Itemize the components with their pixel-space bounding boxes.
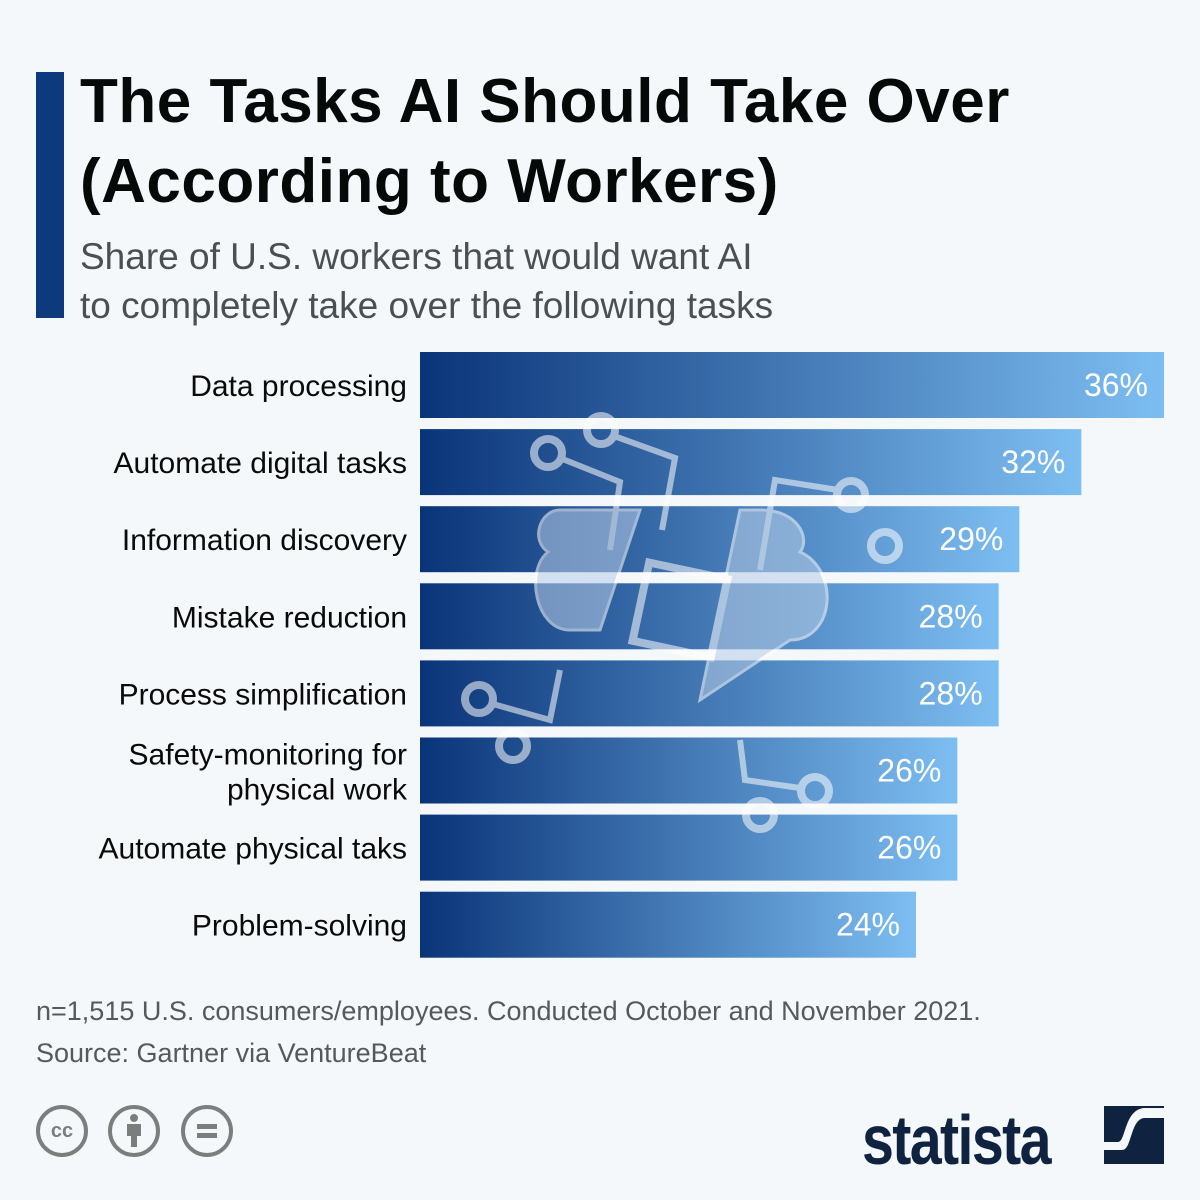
value-label: 32% bbox=[1001, 444, 1065, 480]
category-label: Safety-monitoring for bbox=[129, 739, 407, 772]
subtitle-line-2: to completely take over the following ta… bbox=[80, 285, 774, 326]
sample-note: n=1,515 U.S. consumers/employees. Conduc… bbox=[36, 996, 981, 1026]
bar-chart: 36% Data processing 32% Automate digital ta… bbox=[99, 352, 1164, 958]
bar bbox=[420, 583, 999, 650]
value-label: 36% bbox=[1084, 367, 1148, 403]
category-label: Automate physical taks bbox=[99, 833, 407, 866]
footer: n=1,515 U.S. consumers/employees. Conduc… bbox=[36, 990, 981, 1074]
value-label: 26% bbox=[877, 830, 941, 866]
category-label: Process simplification bbox=[119, 678, 407, 711]
source-note: Source: Gartner via VentureBeat bbox=[36, 1038, 427, 1068]
category-label: Automate digital tasks bbox=[114, 447, 407, 480]
value-label: 26% bbox=[877, 753, 941, 789]
bar bbox=[420, 737, 958, 804]
category-label: Information discovery bbox=[122, 524, 407, 557]
subtitle-line-1: Share of U.S. workers that would want AI bbox=[80, 236, 753, 277]
category-label: physical work bbox=[227, 774, 408, 807]
bar bbox=[420, 506, 1020, 573]
ai-circuit-illustration-icon bbox=[461, 412, 903, 833]
value-label: 28% bbox=[919, 598, 983, 634]
bar bbox=[420, 891, 916, 958]
title-line-1: The Tasks AI Should Take Over bbox=[80, 67, 1010, 136]
bar bbox=[420, 429, 1082, 496]
no-derivatives-icon[interactable] bbox=[181, 1105, 233, 1157]
subtitle: Share of U.S. workers that would want AI… bbox=[80, 232, 773, 330]
statista-logo[interactable]: statista bbox=[862, 1101, 1052, 1179]
cc-icon[interactable]: cc bbox=[36, 1105, 88, 1157]
value-label: 29% bbox=[939, 521, 1003, 557]
attribution-icon[interactable] bbox=[108, 1105, 160, 1157]
title-line-2: (According to Workers) bbox=[80, 147, 779, 216]
category-label: Data processing bbox=[190, 370, 407, 403]
category-label: Problem-solving bbox=[192, 910, 407, 943]
bar bbox=[420, 352, 1164, 418]
value-label: 28% bbox=[919, 675, 983, 711]
category-label: Mistake reduction bbox=[172, 601, 407, 634]
page-title: The Tasks AI Should Take Over (According… bbox=[80, 62, 1010, 222]
bar bbox=[420, 814, 958, 881]
statista-logo-mark-icon bbox=[1104, 1106, 1164, 1164]
title-accent-bar bbox=[36, 72, 64, 318]
value-label: 24% bbox=[836, 907, 900, 943]
